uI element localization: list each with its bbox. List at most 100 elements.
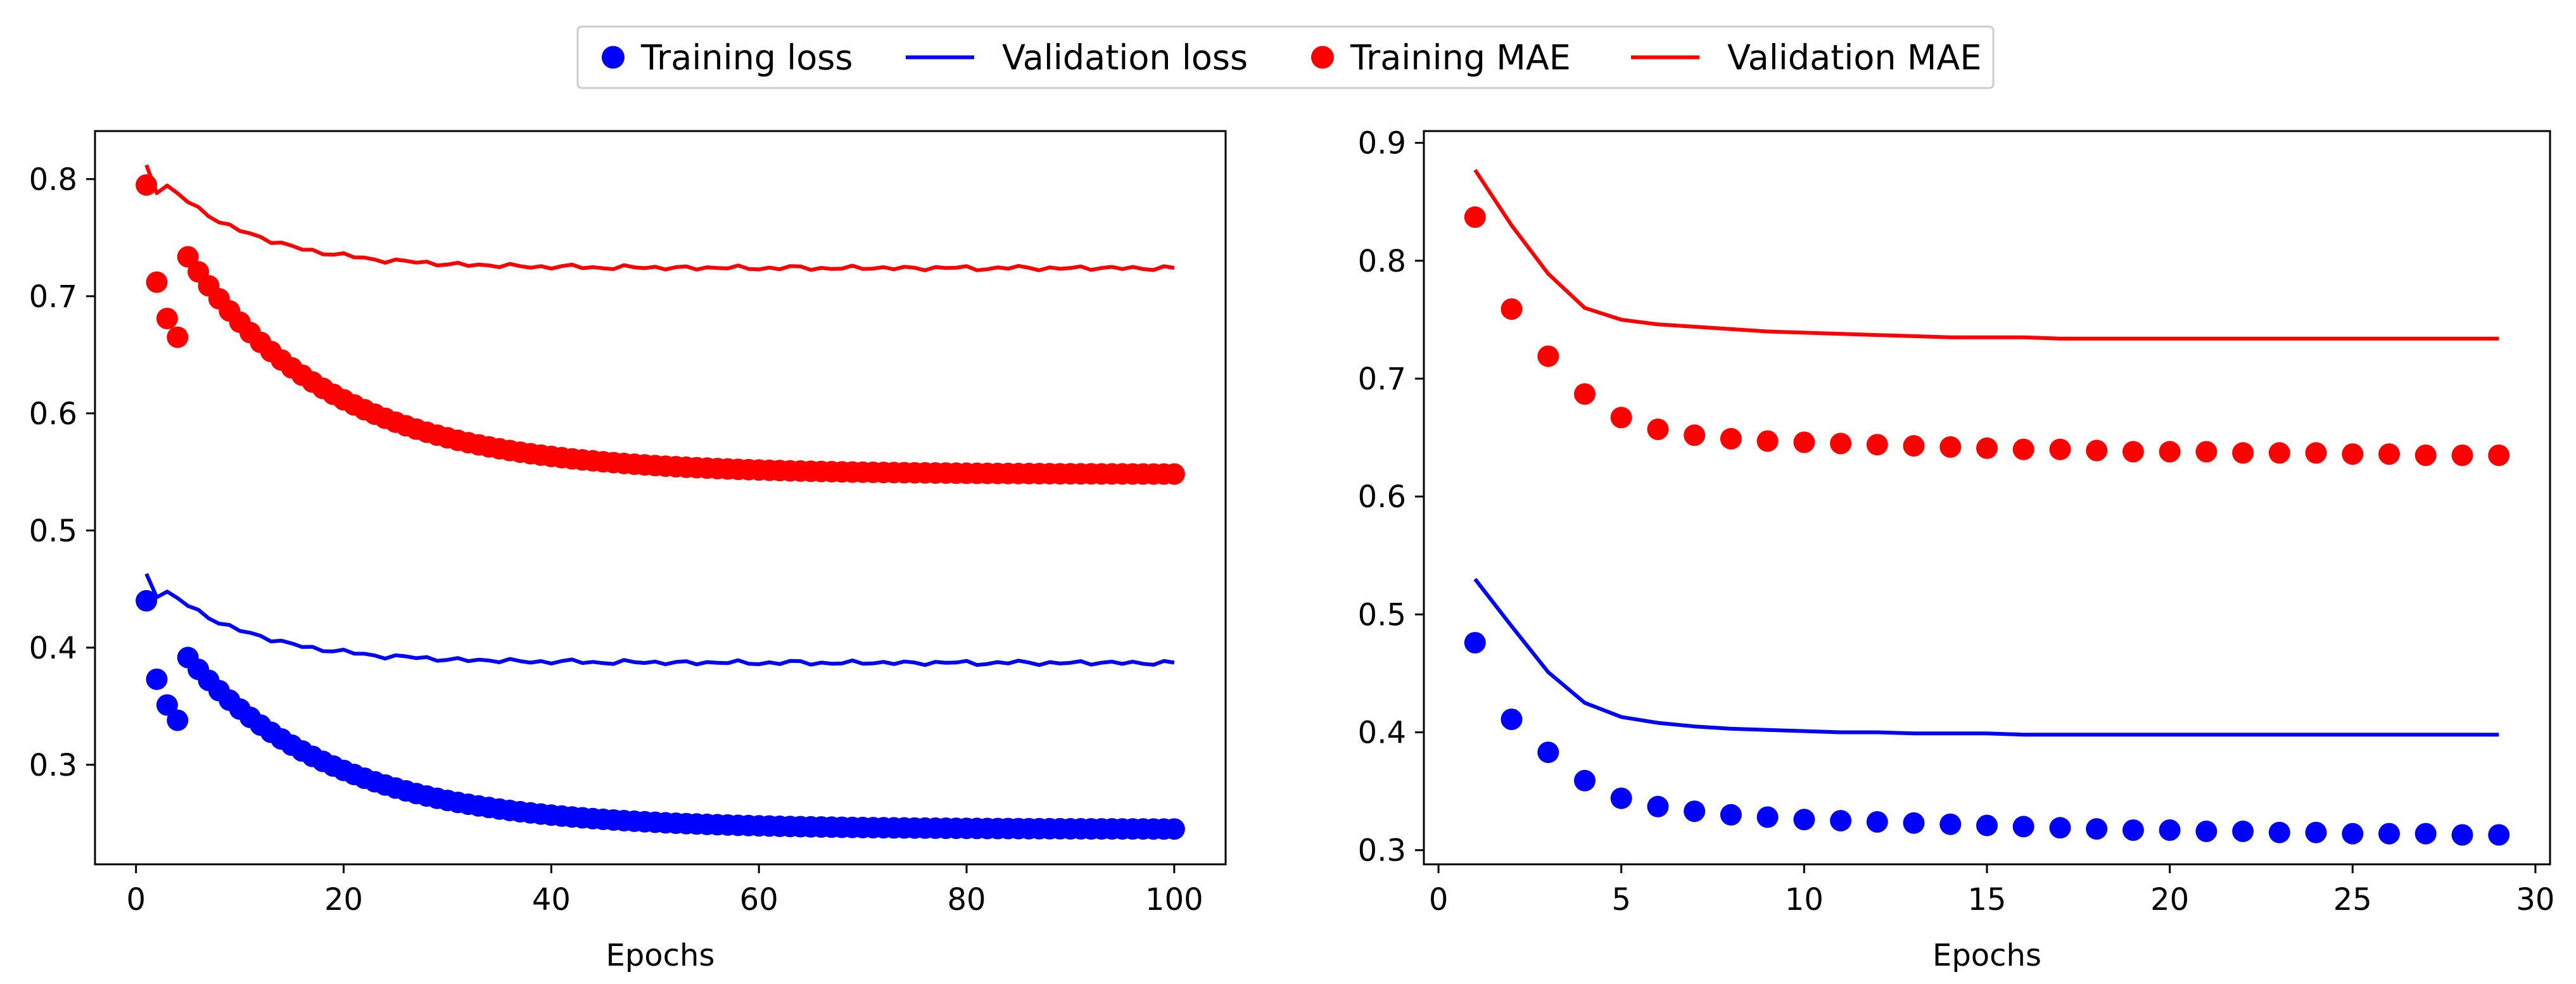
data-point-training-loss — [1793, 809, 1815, 831]
data-point-training-mae — [167, 326, 189, 348]
data-point-training-mae — [2159, 441, 2181, 463]
x-tick-label: 5 — [1611, 882, 1631, 918]
x-tick-label: 80 — [948, 882, 986, 918]
data-point-training-mae — [1939, 436, 1962, 458]
data-point-training-mae — [1720, 427, 1742, 450]
y-tick-label: 0.9 — [1358, 126, 1406, 161]
data-point-training-loss — [2086, 818, 2108, 840]
data-point-training-loss — [1976, 814, 1998, 836]
data-point-training-loss — [1903, 812, 1925, 834]
data-point-training-loss — [1163, 818, 1185, 840]
legend-label: Training loss — [640, 38, 853, 78]
legend-label: Validation MAE — [1727, 38, 1981, 78]
data-point-training-mae — [2414, 445, 2437, 466]
data-point-training-mae — [146, 271, 168, 293]
data-point-training-loss — [2414, 823, 2437, 845]
data-point-training-loss — [2451, 824, 2473, 846]
y-tick-label: 0.4 — [29, 631, 77, 666]
x-tick-label: 100 — [1145, 882, 1203, 918]
data-point-training-loss — [156, 694, 178, 716]
y-tick-label: 0.3 — [29, 748, 77, 783]
data-point-training-mae — [2195, 441, 2218, 463]
data-point-training-mae — [136, 174, 158, 196]
data-point-training-loss — [1574, 769, 1596, 792]
data-point-training-loss — [1830, 810, 1852, 832]
data-point-training-loss — [2268, 821, 2290, 843]
x-tick-label: 0 — [126, 882, 146, 918]
data-point-training-loss — [1610, 787, 1632, 809]
legend-item-training-loss: Training loss — [602, 38, 853, 78]
data-point-training-mae — [1647, 419, 1669, 440]
y-tick-label: 0.3 — [1358, 833, 1406, 869]
data-point-training-mae — [1976, 437, 1998, 459]
data-point-training-mae — [2268, 442, 2290, 464]
data-point-training-loss — [2049, 817, 2071, 839]
y-tick-label: 0.5 — [1358, 597, 1406, 633]
legend-marker-dot — [1311, 46, 1334, 69]
plot-area-frame — [1423, 130, 2551, 866]
data-point-training-mae — [2232, 442, 2254, 464]
series-line-validation-mae — [144, 164, 1175, 272]
legend: Training loss Validation loss Training MAE… — [576, 25, 1995, 89]
data-point-training-mae — [2378, 443, 2400, 465]
data-point-training-mae — [1830, 432, 1852, 455]
data-point-training-loss — [167, 709, 189, 731]
y-tick-label: 0.5 — [29, 514, 77, 549]
data-point-training-loss — [1647, 795, 1669, 817]
legend-label: Training MAE — [1350, 38, 1571, 78]
x-tick-label: 20 — [324, 882, 363, 918]
y-tick-label: 0.7 — [1358, 362, 1406, 397]
x-tick-label: 40 — [532, 882, 571, 918]
data-point-training-loss — [2159, 819, 2181, 841]
data-point-training-mae — [1574, 383, 1596, 405]
x-tick-label: 0 — [1429, 882, 1449, 918]
x-tick-label: 60 — [740, 882, 778, 918]
data-point-training-mae — [156, 308, 178, 329]
y-tick-label: 0.8 — [1358, 244, 1406, 279]
x-tick-label: 30 — [2516, 882, 2554, 918]
data-point-training-mae — [177, 246, 199, 268]
data-point-training-loss — [1720, 804, 1742, 826]
data-point-training-mae — [2488, 445, 2510, 466]
series-line-validation-loss — [1473, 577, 2499, 737]
data-point-training-loss — [1501, 709, 1523, 730]
data-point-training-loss — [1756, 806, 1779, 828]
data-point-training-loss — [136, 590, 158, 612]
data-point-training-mae — [2451, 445, 2473, 466]
chart-short-training: 0 5 10 15 20 25 30 0.3 0.4 0.5 0.6 0.7 0.8 0.9 Epochs — [1358, 126, 2555, 973]
data-point-training-mae — [1464, 206, 1486, 228]
data-point-training-loss — [1464, 632, 1486, 653]
chart-full-training: 0 20 40 60 80 100 0.3 0.4 0.5 0.6 0.7 0.8 Epochs — [29, 130, 1227, 973]
data-point-training-loss — [2195, 820, 2218, 842]
data-point-training-loss — [2232, 820, 2254, 842]
data-point-training-loss — [1939, 813, 1962, 835]
legend-item-validation-loss: Validation loss — [906, 38, 1248, 78]
data-point-training-mae — [2049, 438, 2071, 460]
data-point-training-mae — [1610, 407, 1632, 429]
data-point-training-loss — [2342, 823, 2364, 845]
data-point-training-mae — [1163, 463, 1185, 485]
x-axis-label: Epochs — [606, 938, 715, 973]
data-point-training-loss — [1866, 811, 1888, 833]
x-tick-label: 10 — [1785, 882, 1824, 918]
data-point-training-mae — [2086, 439, 2108, 462]
data-point-training-mae — [2122, 441, 2144, 463]
data-point-training-loss — [2305, 821, 2327, 843]
data-point-training-loss — [2122, 819, 2144, 841]
series-line-validation-mae — [1473, 168, 2499, 341]
data-point-training-mae — [1866, 434, 1888, 456]
data-point-training-mae — [1501, 298, 1523, 320]
legend-marker-dot — [602, 46, 625, 69]
series-line-validation-loss — [144, 572, 1175, 667]
legend-label: Validation loss — [1002, 38, 1248, 78]
data-point-training-loss — [146, 668, 168, 690]
data-point-training-mae — [1756, 430, 1779, 452]
y-tick-label: 0.8 — [29, 162, 77, 198]
y-tick-label: 0.6 — [1358, 479, 1406, 515]
x-tick-label: 15 — [1967, 882, 2006, 918]
data-point-training-mae — [2012, 438, 2034, 460]
data-point-training-loss — [1537, 741, 1559, 764]
y-tick-label: 0.4 — [1358, 715, 1406, 750]
data-point-training-mae — [2305, 442, 2327, 464]
